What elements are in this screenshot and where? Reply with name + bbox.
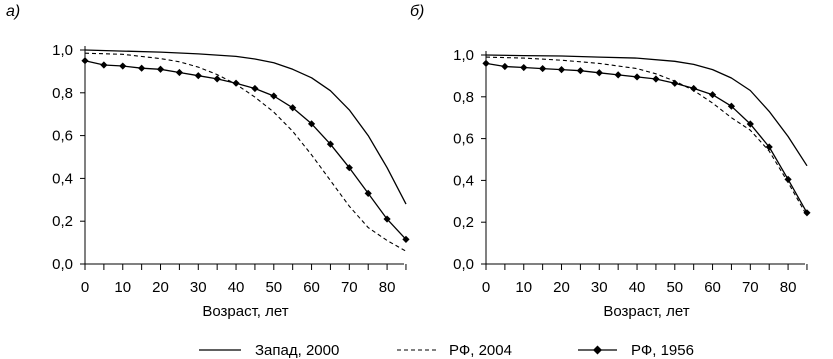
data-point-diamond bbox=[156, 65, 165, 73]
panel-label: б) bbox=[410, 3, 424, 20]
data-point-diamond bbox=[251, 84, 259, 93]
x-tick-label: 60 bbox=[704, 279, 721, 296]
data-point-diamond bbox=[100, 61, 108, 69]
data-point-diamond bbox=[520, 63, 528, 72]
data-point-diamond bbox=[213, 75, 221, 83]
x-axis-title: Возраст, лет bbox=[603, 303, 689, 320]
x-tick-label: 10 bbox=[515, 279, 532, 296]
chart-legend: Запад, 2000 РФ, 2004 РФ, 1956 bbox=[199, 342, 694, 359]
x-tick-label: 40 bbox=[228, 279, 245, 296]
data-point-diamond bbox=[501, 62, 509, 71]
data-point-diamond bbox=[232, 79, 240, 87]
x-tick-label: 50 bbox=[666, 279, 683, 296]
data-point-diamond bbox=[690, 84, 698, 93]
y-tick-label: 0,0 bbox=[52, 256, 73, 273]
y-tick-label: 0,2 bbox=[52, 213, 73, 230]
x-tick-label: 20 bbox=[553, 279, 570, 296]
y-tick-label: 0,8 bbox=[52, 85, 73, 102]
data-point-diamond bbox=[81, 57, 89, 65]
data-point-diamond bbox=[307, 120, 316, 128]
legend-label-rf-1956: РФ, 1956 bbox=[631, 342, 694, 359]
data-point-diamond bbox=[383, 215, 391, 223]
y-tick-label: 0,4 bbox=[453, 172, 474, 189]
data-point-diamond bbox=[194, 72, 202, 80]
x-axis-title: Возраст, лет bbox=[202, 303, 288, 320]
series-line bbox=[84, 49, 407, 205]
data-point-diamond bbox=[270, 92, 278, 100]
data-point-diamond bbox=[595, 69, 603, 77]
data-point-diamond bbox=[784, 175, 792, 183]
x-tick-label: 80 bbox=[379, 279, 396, 296]
data-point-diamond bbox=[727, 102, 736, 110]
y-tick-label: 0,6 bbox=[453, 131, 474, 148]
data-point-diamond bbox=[803, 209, 811, 217]
chart-panel-b: б) 0,0 0,2 0,4 0,6 0,8 1,0 0 10 20 30 40 50 60 70 80 Воз… bbox=[410, 3, 811, 320]
x-tick-label: 60 bbox=[303, 279, 320, 296]
series-line bbox=[84, 52, 407, 252]
data-point-diamond bbox=[539, 64, 547, 73]
x-tick-label: 0 bbox=[81, 279, 89, 296]
data-point-diamond bbox=[482, 59, 490, 67]
legend-label-west-2000: Запад, 2000 bbox=[255, 342, 339, 359]
x-tick-label: 70 bbox=[742, 279, 759, 296]
chart-panel-a: а) 0,0 0,2 0,4 0,6 0,8 1,0 0 10 20 30 40 50 60 70 80 Воз… bbox=[6, 3, 410, 320]
y-tick-label: 0,8 bbox=[453, 89, 474, 106]
y-tick-label: 0,0 bbox=[453, 256, 474, 273]
x-tick-label: 40 bbox=[629, 279, 646, 296]
x-tick-label: 70 bbox=[341, 279, 358, 296]
data-point-diamond bbox=[138, 64, 146, 72]
data-point-diamond bbox=[119, 62, 127, 70]
x-tick-label: 10 bbox=[114, 279, 131, 296]
data-point-diamond bbox=[765, 143, 773, 151]
data-point-diamond bbox=[708, 91, 717, 99]
y-tick-label: 1,0 bbox=[52, 42, 73, 59]
data-point-diamond bbox=[576, 67, 584, 75]
x-tick-label: 80 bbox=[780, 279, 797, 296]
series-line bbox=[485, 54, 808, 167]
series-line bbox=[84, 60, 407, 240]
y-tick-label: 0,2 bbox=[453, 214, 474, 231]
data-point-diamond bbox=[402, 235, 410, 243]
data-point-diamond bbox=[175, 68, 183, 77]
data-point-diamond bbox=[557, 66, 566, 74]
data-point-diamond bbox=[633, 73, 641, 81]
panel-label: а) bbox=[6, 3, 20, 20]
x-tick-label: 30 bbox=[591, 279, 608, 296]
y-tick-label: 0,6 bbox=[52, 128, 73, 145]
x-tick-label: 50 bbox=[265, 279, 282, 296]
x-tick-label: 0 bbox=[482, 279, 490, 296]
data-point-diamond bbox=[671, 79, 679, 87]
y-tick-label: 1,0 bbox=[453, 47, 474, 64]
legend-label-rf-2004: РФ, 2004 bbox=[449, 342, 512, 359]
data-point-diamond bbox=[652, 75, 660, 83]
y-tick-label: 0,4 bbox=[52, 170, 73, 187]
data-point-diamond bbox=[364, 189, 372, 197]
data-point-diamond bbox=[746, 120, 754, 128]
series-line bbox=[485, 56, 808, 217]
data-point-diamond bbox=[326, 140, 335, 148]
legend-marker-rf-1956 bbox=[593, 345, 602, 355]
x-tick-label: 30 bbox=[190, 279, 207, 296]
data-point-diamond bbox=[345, 164, 353, 172]
data-point-diamond bbox=[614, 71, 622, 79]
series-line bbox=[485, 62, 808, 214]
data-point-diamond bbox=[289, 104, 297, 112]
x-tick-label: 20 bbox=[152, 279, 169, 296]
